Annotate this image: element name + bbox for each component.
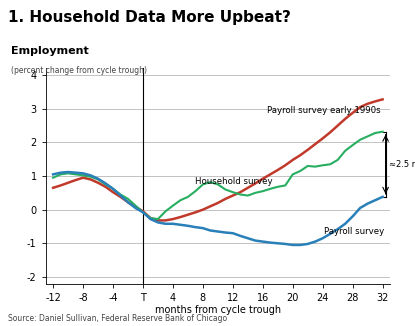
X-axis label: months from cycle trough: months from cycle trough: [155, 305, 281, 316]
Text: Source: Daniel Sullivan, Federal Reserve Bank of Chicago: Source: Daniel Sullivan, Federal Reserve…: [8, 314, 227, 323]
Text: ≈2.5 mil jobs: ≈2.5 mil jobs: [389, 160, 415, 169]
Text: Household survey: Household survey: [195, 177, 273, 185]
Text: Employment: Employment: [11, 46, 89, 55]
Text: Payroll survey: Payroll survey: [324, 227, 384, 236]
Text: 1. Household Data More Upbeat?: 1. Household Data More Upbeat?: [8, 10, 291, 25]
Text: (percent change from cycle trough): (percent change from cycle trough): [11, 66, 147, 75]
Text: Payroll survey early 1990s: Payroll survey early 1990s: [266, 106, 380, 115]
